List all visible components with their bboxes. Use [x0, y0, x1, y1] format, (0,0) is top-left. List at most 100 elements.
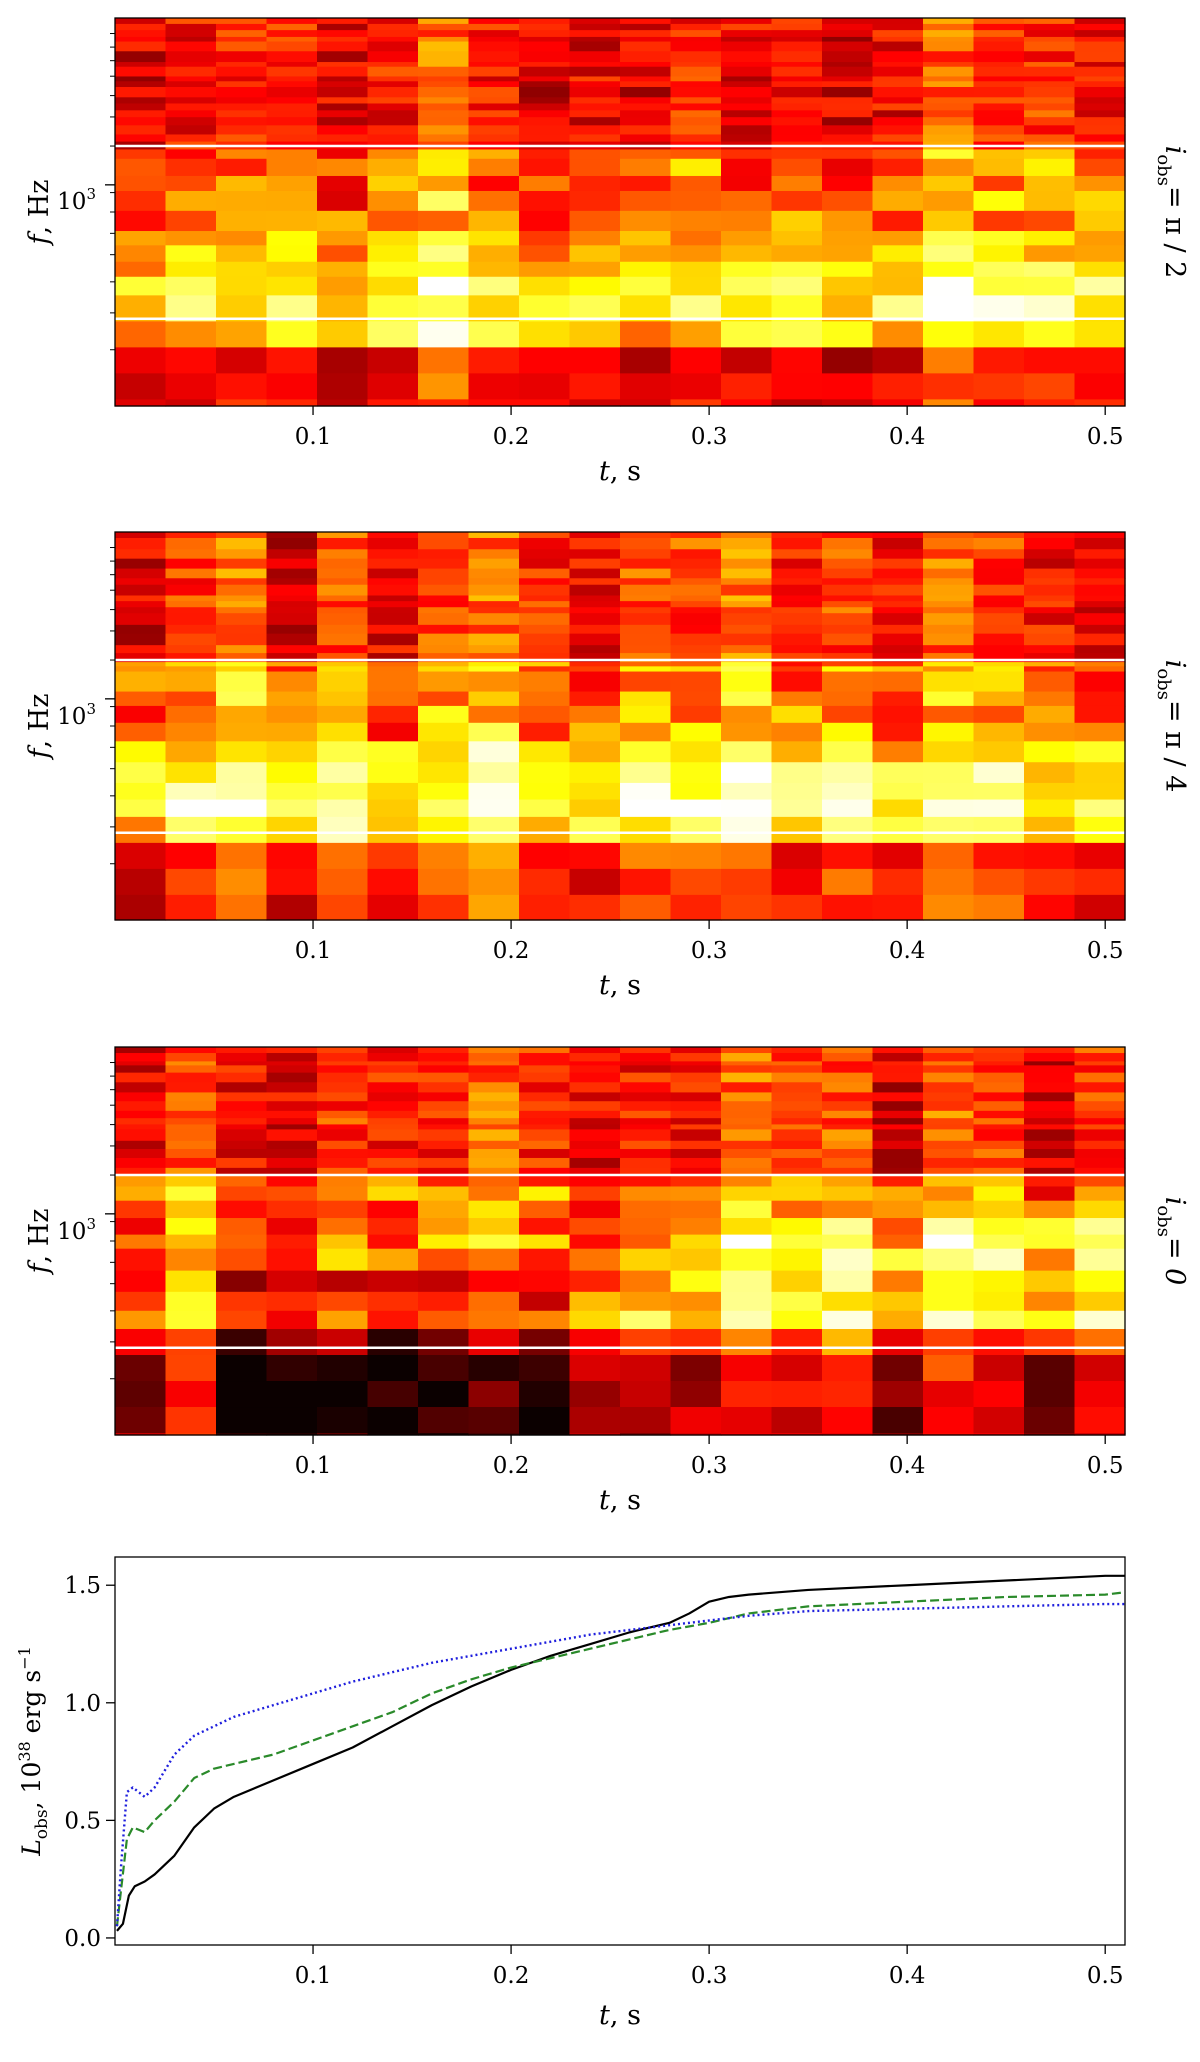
heatmap-cell [620, 1140, 672, 1150]
heatmap-cell [923, 653, 975, 663]
heatmap-cell [822, 373, 874, 400]
heatmap-cell [367, 653, 419, 663]
heatmap-cell [317, 97, 369, 105]
heatmap-cell [266, 36, 318, 43]
heatmap-cell [519, 799, 571, 818]
heatmap-cell [721, 1310, 773, 1330]
heatmap-cell [165, 97, 217, 105]
heatmap-cell [670, 87, 722, 98]
heatmap-cell [822, 1433, 874, 1436]
heatmap-cell [115, 1270, 167, 1293]
heatmap-cell [721, 81, 773, 88]
heatmap-cell [266, 645, 318, 654]
heatmap-cell [418, 568, 470, 579]
heatmap-cells-1 [115, 18, 1126, 407]
heatmap-cell [468, 782, 520, 801]
heatmap-cell [216, 1270, 268, 1293]
heatmap-cell [620, 103, 672, 111]
heatmap-cell [165, 666, 217, 673]
heatmap-cell [670, 653, 722, 663]
heatmap-cell [115, 762, 167, 784]
heatmap-cell [822, 175, 874, 192]
heatmap-cell [872, 705, 924, 724]
heatmap-cell [165, 1140, 217, 1150]
heatmap-cell [216, 1053, 268, 1062]
heatmap-cell [872, 158, 924, 177]
heatmap-cell [771, 245, 823, 263]
heatmap-cell [771, 97, 823, 105]
heatmap-cell [721, 117, 773, 126]
heatmap-cell [872, 1248, 924, 1272]
heatmap-cell [165, 1200, 217, 1219]
heatmap-cell [1024, 1407, 1076, 1434]
heatmap-cell [569, 1140, 621, 1150]
heatmap-cell [418, 601, 470, 608]
heatmap-cell [569, 722, 621, 742]
heatmap-cell [569, 1053, 621, 1062]
heatmap-cell [1024, 653, 1076, 663]
heatmap-cell [1024, 175, 1076, 192]
heatmap-cell [418, 691, 470, 707]
heatmap-cell [822, 103, 874, 111]
heatmap-cell [872, 799, 924, 818]
heatmap-cell [1074, 549, 1126, 560]
heatmap-cell [367, 1140, 419, 1150]
heatmap-cell [165, 347, 217, 374]
heatmap-cell [468, 741, 520, 763]
heatmap-cell [872, 1092, 924, 1102]
heatmap-cell [923, 261, 975, 278]
heatmap-cell [569, 66, 621, 78]
heatmap-cell [1074, 558, 1126, 570]
heatmap-cell [519, 1101, 571, 1112]
heatmap-cell [822, 125, 874, 136]
heatmap-cell [165, 1149, 217, 1159]
heatmap-cell [721, 1061, 773, 1066]
heatmap-cell [115, 66, 167, 78]
heatmap-cell [973, 149, 1025, 160]
heatmap-cell [165, 1291, 217, 1312]
heatmap-cell [165, 76, 217, 82]
heatmap-cell [1024, 321, 1076, 348]
heatmap-cell [418, 762, 470, 784]
heatmap-cell [620, 671, 672, 693]
heatmap-cell [670, 842, 722, 870]
heatmap-cell [519, 18, 571, 25]
heatmap-cell [771, 190, 823, 212]
heatmap-cell [1074, 584, 1126, 597]
heatmap-cell [670, 30, 722, 38]
heatmap-cell [418, 245, 470, 263]
heatmap-cell [872, 1149, 924, 1159]
heatmap-cell [165, 276, 217, 296]
heatmap-cell [115, 210, 167, 232]
heatmap-cell [1074, 799, 1126, 818]
heatmap-cell [317, 1072, 369, 1083]
heatmap-cell [973, 741, 1025, 763]
heatmap-cell [418, 1061, 470, 1066]
heatmap-cell [620, 1157, 672, 1169]
heatmap-cell [670, 607, 722, 614]
heatmap-cell [266, 1140, 318, 1150]
heatmap-cell [115, 1218, 167, 1236]
heatmap-cell [721, 1329, 773, 1356]
heatmap-cell [468, 373, 520, 400]
heatmap-cell [1074, 613, 1126, 626]
heatmap-cell [519, 762, 571, 784]
heatmap-cell [266, 1248, 318, 1272]
heatmap-cell [1024, 601, 1076, 608]
heatmap-cell [1024, 1381, 1076, 1408]
heatmap-cell [418, 1291, 470, 1312]
heatmap-cell [822, 158, 874, 177]
heatmap-cell [468, 110, 520, 118]
heatmap-cell [1074, 816, 1126, 844]
heatmap-cell [115, 1310, 167, 1330]
heatmap-cell [216, 1118, 268, 1126]
heatmap-cell [216, 816, 268, 844]
heatmap-cell [620, 51, 672, 63]
heatmap-cell [266, 110, 318, 118]
heatmap-cell [165, 532, 217, 539]
heatmap-cell [367, 1270, 419, 1293]
heatmap-cell [822, 1047, 874, 1054]
heatmap-cell [468, 1061, 520, 1066]
heatmap-cell [115, 1124, 167, 1130]
heatmap-cell [822, 134, 874, 143]
